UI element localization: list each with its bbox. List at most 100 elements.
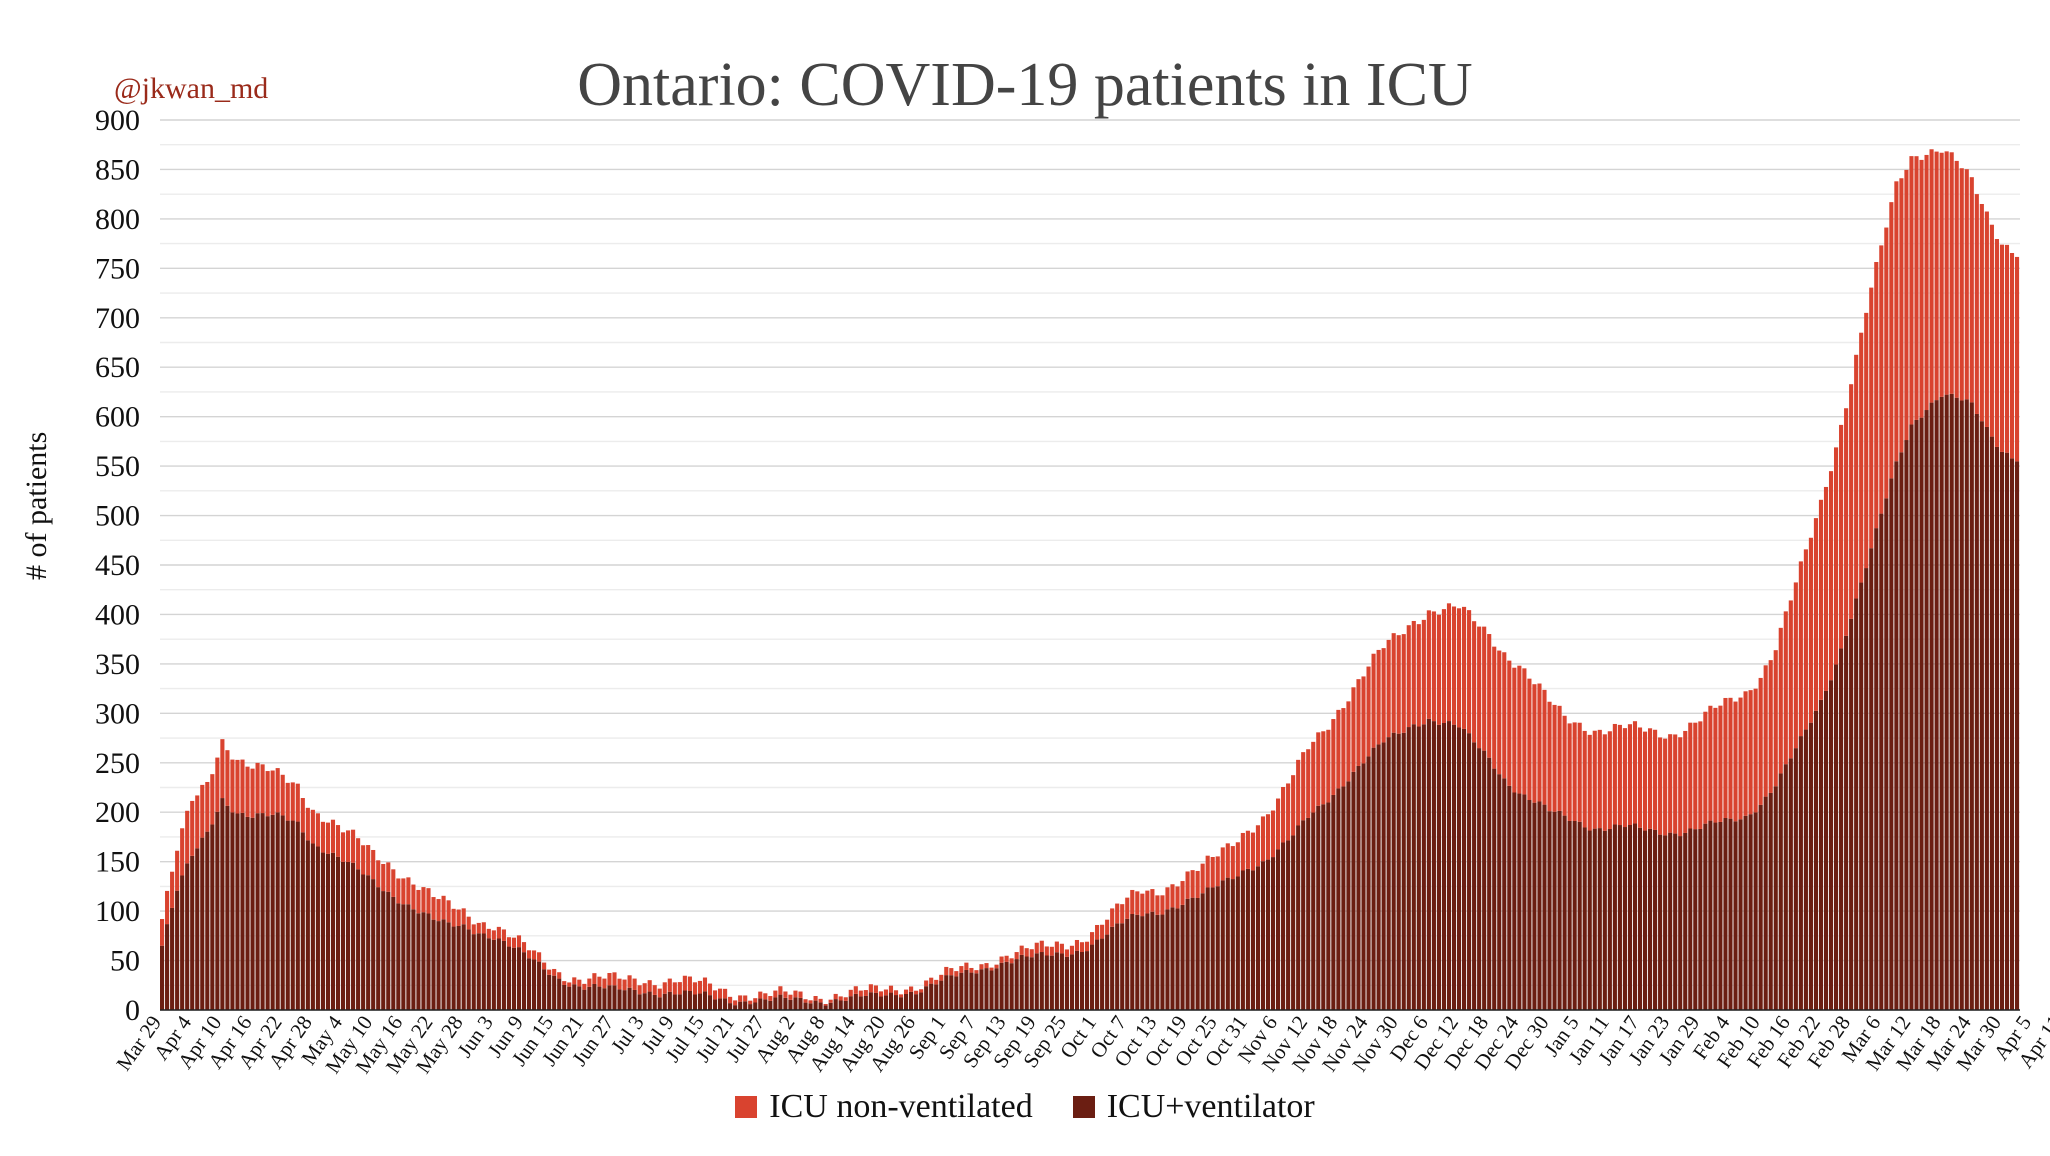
bar-non-ventilated	[2014, 256, 2020, 462]
bar-ventilator	[989, 970, 994, 1010]
bar-ventilator	[1391, 732, 1396, 1010]
legend-swatch-ventilator	[1072, 1096, 1095, 1118]
bar-non-ventilated	[602, 978, 607, 989]
bar-ventilator	[1326, 802, 1331, 1010]
bar-non-ventilated	[235, 759, 240, 814]
bar-ventilator	[1281, 842, 1286, 1010]
bar-non-ventilated	[1165, 887, 1170, 910]
y-tick-label: 650	[95, 351, 140, 384]
bar-ventilator	[878, 996, 883, 1010]
bar-ventilator	[1145, 913, 1150, 1010]
bar-non-ventilated	[1869, 287, 1874, 549]
bar-ventilator	[1673, 833, 1678, 1010]
bar-non-ventilated	[346, 830, 351, 862]
bar-ventilator	[421, 912, 426, 1010]
bar-ventilator	[1467, 733, 1472, 1010]
bar-non-ventilated	[1286, 783, 1291, 841]
bar-ventilator	[1235, 876, 1240, 1010]
bar-non-ventilated	[376, 860, 381, 888]
bar-ventilator	[1150, 911, 1155, 1010]
bar-non-ventilated	[984, 963, 989, 969]
bar-non-ventilated	[567, 982, 572, 987]
bar-ventilator	[265, 816, 270, 1010]
legend: ICU non-ventilated ICU+ventilator	[0, 1088, 2050, 1126]
bar-ventilator	[1130, 913, 1135, 1010]
bar-non-ventilated	[532, 950, 537, 960]
bar-ventilator	[175, 890, 180, 1010]
bar-non-ventilated	[873, 985, 878, 993]
bar-ventilator	[1517, 793, 1522, 1010]
bar-non-ventilated	[456, 909, 461, 926]
bar-non-ventilated	[1210, 857, 1215, 888]
bar-non-ventilated	[677, 982, 682, 995]
bar-ventilator	[1411, 724, 1416, 1010]
bar-non-ventilated	[1919, 159, 1924, 418]
bar-ventilator	[994, 968, 999, 1010]
bar-ventilator	[1376, 744, 1381, 1010]
bar-ventilator	[351, 862, 356, 1010]
bar-ventilator	[1708, 820, 1713, 1010]
bar-ventilator	[1079, 952, 1085, 1010]
bar-non-ventilated	[552, 968, 557, 976]
bar-ventilator	[1663, 835, 1668, 1010]
bar-ventilator	[868, 992, 873, 1010]
bar-ventilator	[919, 992, 924, 1010]
bar-ventilator	[1401, 732, 1406, 1010]
bar-ventilator	[290, 820, 295, 1010]
bar-non-ventilated	[190, 800, 195, 856]
bar-ventilator	[748, 1004, 753, 1010]
bar-non-ventilated	[1597, 729, 1602, 829]
bar-non-ventilated	[617, 978, 622, 990]
bar-ventilator	[401, 904, 406, 1010]
bar-ventilator	[180, 875, 185, 1010]
bar-ventilator	[1245, 868, 1250, 1010]
bar-ventilator	[1381, 742, 1386, 1010]
bar-non-ventilated	[526, 950, 532, 959]
bar-non-ventilated	[426, 888, 431, 914]
bar-non-ventilated	[939, 974, 944, 981]
bar-ventilator	[1527, 800, 1532, 1010]
bar-ventilator	[240, 812, 245, 1010]
bar-ventilator	[1456, 727, 1462, 1010]
bar-non-ventilated	[1547, 701, 1552, 812]
bar-non-ventilated	[1879, 245, 1884, 514]
bar-ventilator	[436, 921, 441, 1010]
bar-ventilator	[833, 999, 838, 1010]
bar-ventilator	[682, 990, 687, 1010]
bar-ventilator	[1582, 827, 1587, 1010]
bar-non-ventilated	[853, 986, 858, 994]
bar-ventilator	[1793, 748, 1798, 1010]
bar-non-ventilated	[1889, 202, 1894, 479]
bar-ventilator	[235, 813, 240, 1010]
bar-ventilator	[1622, 827, 1627, 1010]
bar-ventilator	[657, 997, 662, 1010]
bar-ventilator	[1763, 796, 1768, 1010]
bar-ventilator	[486, 938, 491, 1010]
bar-non-ventilated	[1994, 239, 1999, 447]
bar-ventilator	[285, 820, 290, 1010]
bar-ventilator	[838, 1000, 843, 1010]
bar-non-ventilated	[1034, 942, 1039, 954]
bar-non-ventilated	[1230, 846, 1235, 880]
bar-ventilator	[270, 814, 275, 1010]
bar-non-ventilated	[793, 990, 798, 998]
bar-non-ventilated	[637, 985, 642, 995]
bar-non-ventilated	[1366, 666, 1371, 757]
bar-non-ventilated	[1371, 653, 1376, 748]
bar-ventilator	[406, 904, 411, 1010]
bar-non-ventilated	[1622, 728, 1627, 828]
bar-non-ventilated	[200, 784, 205, 838]
bar-non-ventilated	[1507, 660, 1512, 786]
bar-ventilator	[934, 984, 939, 1010]
bar-non-ventilated	[934, 979, 939, 985]
bar-ventilator	[617, 989, 622, 1010]
bar-non-ventilated	[1054, 941, 1059, 953]
bar-non-ventilated	[1828, 471, 1834, 681]
bar-non-ventilated	[1602, 734, 1607, 831]
bar-non-ventilated	[305, 807, 310, 841]
bar-non-ventilated	[215, 757, 220, 812]
bar-ventilator	[929, 983, 934, 1010]
bar-non-ventilated	[778, 986, 783, 995]
bar-non-ventilated	[1462, 606, 1467, 729]
bar-ventilator	[1783, 764, 1788, 1010]
